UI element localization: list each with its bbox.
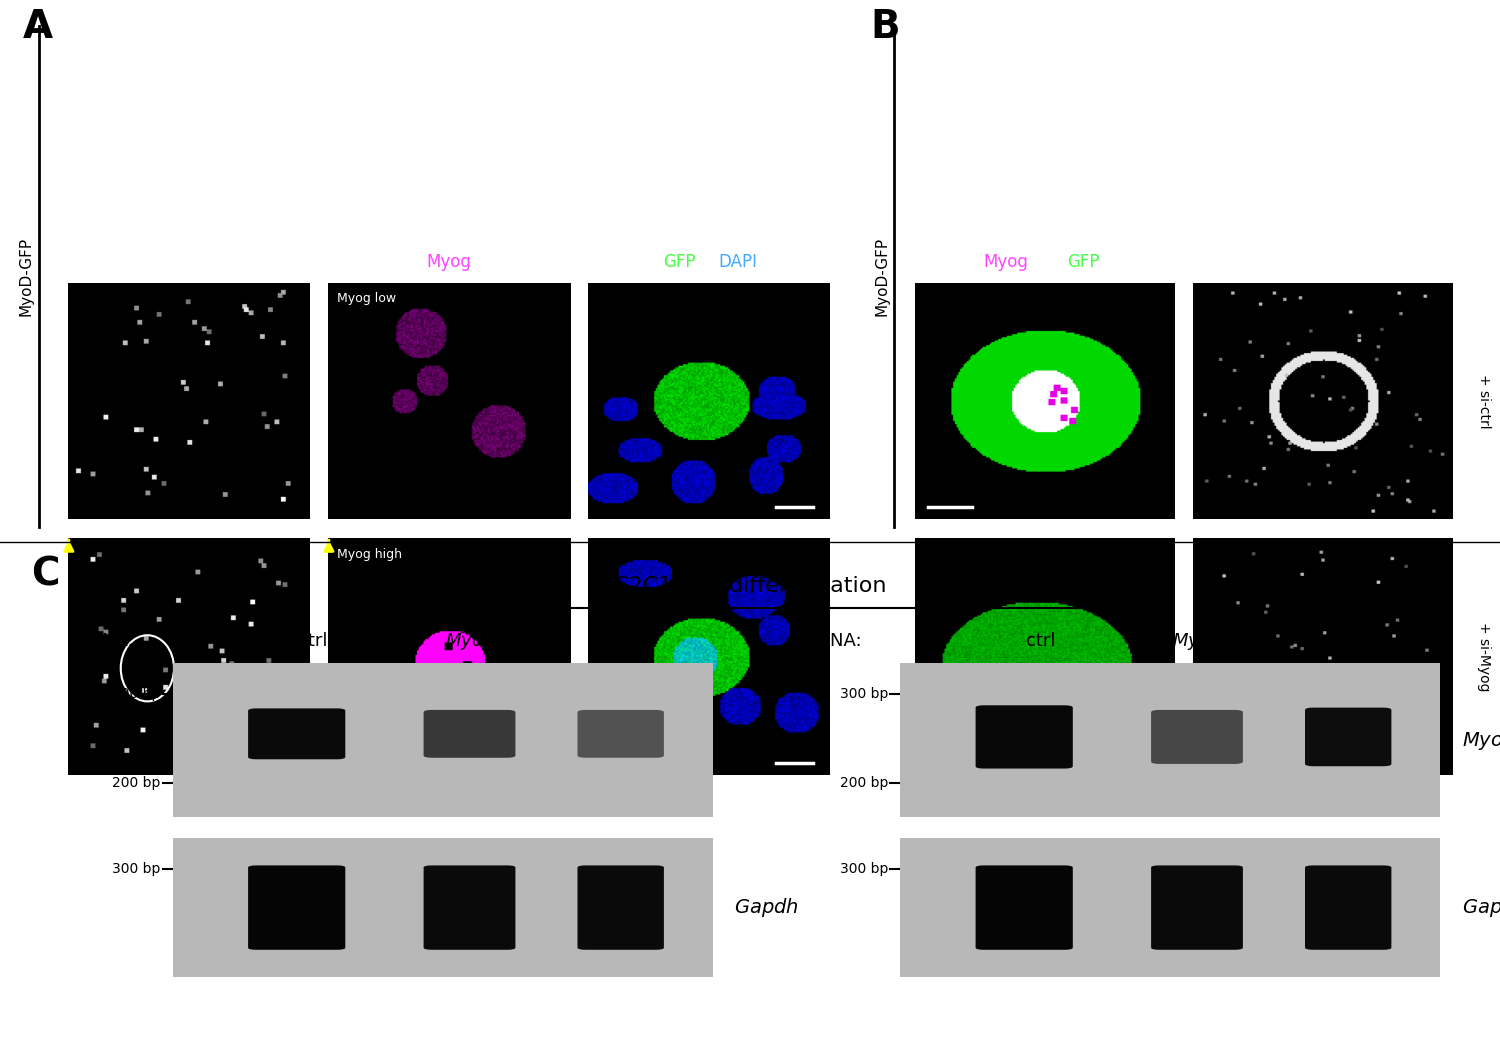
Text: MyoD-GFP: MyoD-GFP <box>18 237 33 316</box>
Text: DAPI: DAPI <box>718 253 758 271</box>
FancyBboxPatch shape <box>1305 708 1392 766</box>
Text: $\mathit{Myog}$: $\mathit{Myog}$ <box>1329 631 1378 651</box>
FancyBboxPatch shape <box>423 710 516 758</box>
Text: + si-ctrl: + si-ctrl <box>1478 373 1491 429</box>
FancyBboxPatch shape <box>248 709 345 760</box>
FancyBboxPatch shape <box>975 705 1072 768</box>
FancyBboxPatch shape <box>578 710 664 758</box>
Text: 200 bp: 200 bp <box>840 777 888 791</box>
Text: Myog: Myog <box>984 253 1029 271</box>
Text: $\mathit{Myod1}$: $\mathit{Myod1}$ <box>1461 729 1500 751</box>
Text: PCM-1: PCM-1 <box>1296 253 1348 271</box>
Text: 300 bp: 300 bp <box>112 686 160 701</box>
FancyBboxPatch shape <box>1150 865 1244 950</box>
Text: A: A <box>22 7 53 46</box>
Text: B: B <box>870 7 900 46</box>
Text: 300 bp: 300 bp <box>112 862 160 876</box>
Text: ctrl: ctrl <box>1026 632 1054 650</box>
Text: 300 bp: 300 bp <box>840 862 888 876</box>
Text: siRNA:: siRNA: <box>802 632 861 650</box>
Text: PCM-1: PCM-1 <box>162 253 214 271</box>
Text: C: C <box>30 555 60 594</box>
Text: $\mathit{Myog}$: $\mathit{Myog}$ <box>734 729 788 751</box>
Text: ctrl: ctrl <box>298 632 327 650</box>
FancyBboxPatch shape <box>975 865 1072 950</box>
Text: 300 bp: 300 bp <box>840 686 888 701</box>
FancyBboxPatch shape <box>1305 865 1392 950</box>
Text: MyoD-GFP: MyoD-GFP <box>874 237 890 316</box>
Text: GFP: GFP <box>1068 253 1100 271</box>
Text: 200 bp: 200 bp <box>112 777 160 791</box>
Text: C2C12 2d differentiation: C2C12 2d differentiation <box>614 577 886 596</box>
Text: Myog low: Myog low <box>338 293 396 305</box>
Text: + si-Myog: + si-Myog <box>1478 621 1491 692</box>
FancyBboxPatch shape <box>1150 710 1244 764</box>
Text: $\mathit{Myod1}$: $\mathit{Myod1}$ <box>444 630 506 652</box>
Text: siRNA:: siRNA: <box>75 632 134 650</box>
FancyBboxPatch shape <box>248 865 345 950</box>
Text: GFP: GFP <box>663 253 696 271</box>
FancyBboxPatch shape <box>423 865 516 950</box>
Text: $\mathit{Myod1}$: $\mathit{Myod1}$ <box>1172 630 1233 652</box>
FancyBboxPatch shape <box>578 865 664 950</box>
Text: Myog: Myog <box>426 253 471 271</box>
Text: $\mathit{Gapdh}$: $\mathit{Gapdh}$ <box>734 896 800 919</box>
Text: $\mathit{Gapdh}$: $\mathit{Gapdh}$ <box>1461 896 1500 919</box>
Text: $\mathit{Myog}$: $\mathit{Myog}$ <box>602 631 651 651</box>
Text: Myog high: Myog high <box>338 548 402 561</box>
